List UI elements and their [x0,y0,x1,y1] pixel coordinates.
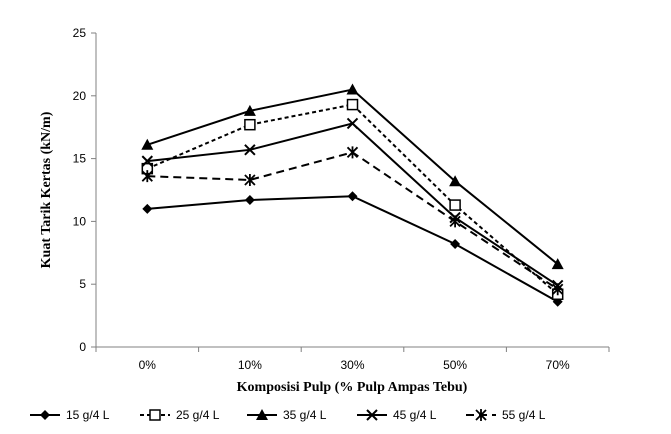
legend-item: 35 g/4 L [247,408,327,422]
data-point [141,170,153,183]
legend-marker [149,409,161,421]
data-point [141,138,154,150]
data-point [244,195,255,206]
y-tick-label: 25 [73,26,87,40]
legend-label: 25 g/4 L [176,408,220,422]
data-point [244,173,256,186]
legend-marker [366,409,378,421]
data-point [346,98,359,111]
series-1 [142,191,563,307]
y-ticks: 0 5 10 15 20 25 [73,26,96,354]
x-axis-title: Komposisi Pulp (% Pulp Ampas Tebu) [237,380,468,395]
data-point [551,258,564,270]
data-point [243,104,256,116]
legend-label: 55 g/4 L [502,408,546,422]
x-tick-label: 30% [340,358,364,372]
series-group [141,83,564,307]
legend-item: 25 g/4 L [140,408,220,422]
legend-label: 45 g/4 L [393,408,437,422]
y-tick-label: 0 [79,340,86,354]
legend-label: 35 g/4 L [283,408,327,422]
data-point [346,117,359,130]
axes [95,33,609,348]
legend-marker [475,409,487,421]
data-point [346,146,359,159]
data-point [450,239,461,250]
data-point [449,199,461,211]
data-point [449,215,461,228]
x-ticks: 0% 10% 30% 50% 70% [95,347,610,372]
data-point [346,83,359,95]
legend: 15 g/4 L 25 g/4 L 35 g/4 L 45 g/4 L 55 g/4 L [30,408,546,422]
y-tick-label: 5 [79,277,86,291]
data-point [244,144,256,156]
series-line [147,151,559,291]
legend-marker [40,410,50,420]
data-point [347,191,358,202]
data-point [244,118,256,131]
legend-item: 55 g/4 L [466,408,546,422]
legend-item: 45 g/4 L [357,408,437,422]
series-line [146,88,559,265]
series-3 [141,83,564,270]
data-point [142,203,153,214]
y-axis-title: Kuat Tarik Kertas (kN/m) [39,111,54,268]
data-point [552,283,564,296]
y-tick-label: 15 [73,152,87,166]
legend-label: 15 g/4 L [66,408,110,422]
x-tick-label: 70% [546,358,570,372]
x-tick-label: 50% [443,358,467,372]
y-tick-label: 20 [73,89,87,103]
legend-marker [256,409,268,420]
data-point [141,155,154,167]
data-point [449,175,462,187]
x-tick-label: 0% [139,358,157,372]
legend-item: 15 g/4 L [30,408,110,422]
y-tick-label: 10 [73,214,87,228]
series-5 [141,146,564,296]
x-tick-label: 10% [238,358,262,372]
